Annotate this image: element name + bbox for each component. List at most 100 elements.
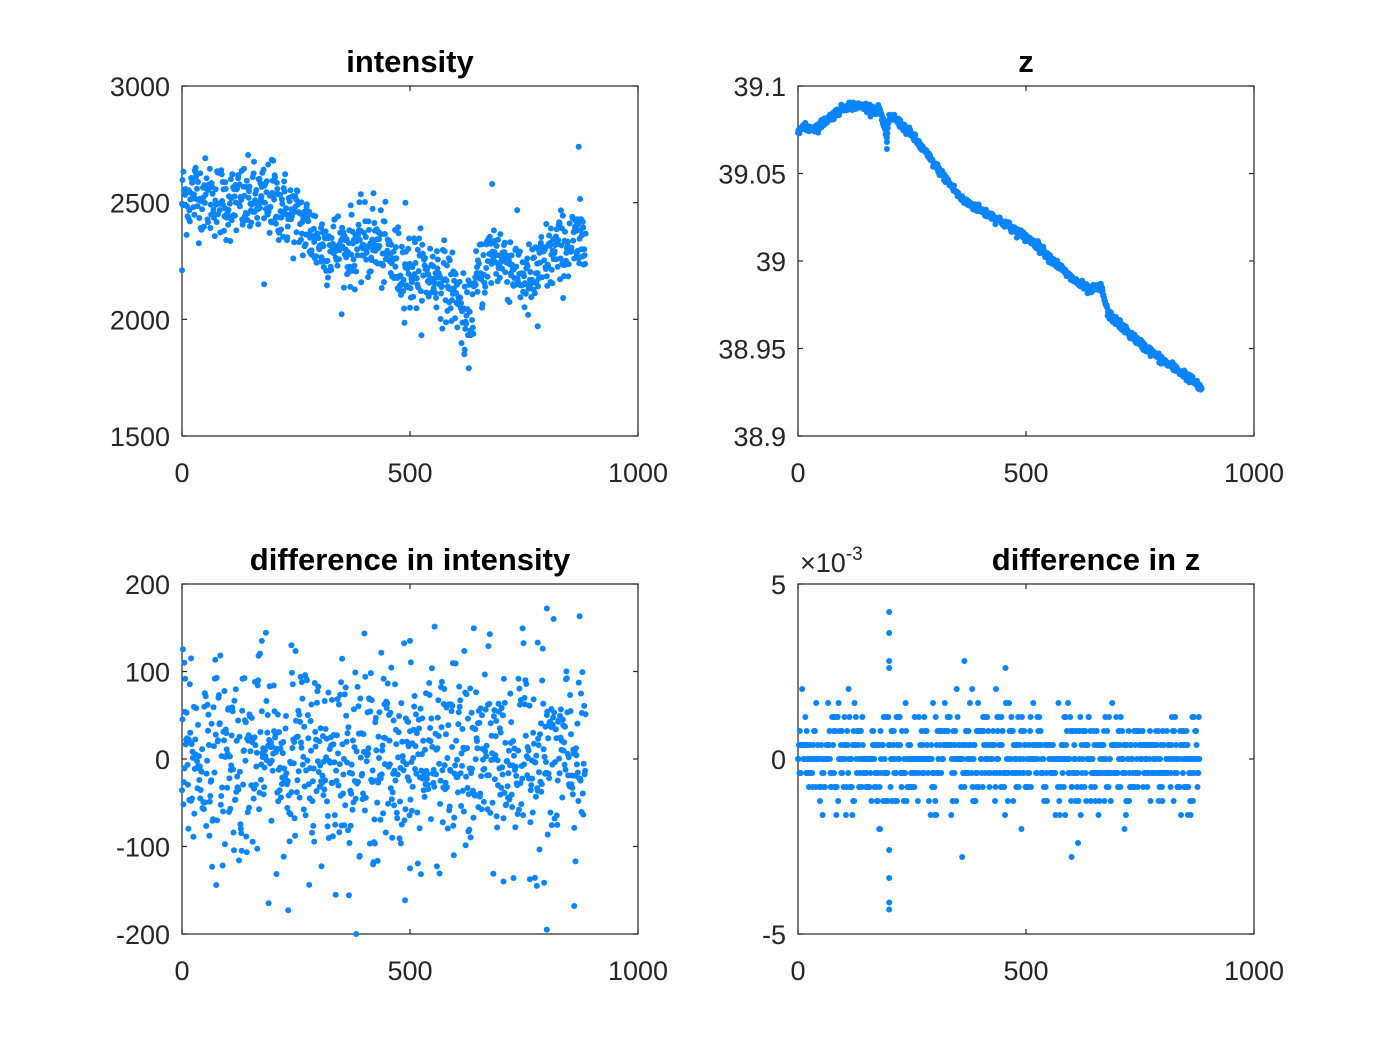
data-point [331,759,338,766]
data-point [492,733,499,740]
data-point [893,770,899,776]
data-point [385,800,392,807]
data-point [188,741,195,748]
data-point [476,719,483,726]
data-point [361,807,368,814]
data-point [1026,770,1033,776]
data-point [434,265,441,272]
data-point [332,891,339,898]
data-point [472,726,479,733]
data-point [1069,784,1076,790]
data-point [328,266,335,273]
data-point [992,798,998,804]
data-point [403,761,410,768]
data-point [846,714,853,720]
data-point [1193,742,1200,748]
data-point [1178,812,1184,818]
data-points [795,609,1203,913]
data-point [219,784,226,791]
data-point [521,701,528,708]
data-point [288,669,295,676]
data-point [307,718,314,724]
data-point [504,279,511,285]
data-point [809,770,816,776]
data-point [313,788,320,795]
data-point [797,770,804,776]
data-point [495,236,501,243]
data-point [554,263,561,270]
data-point [500,815,507,822]
data-point [362,673,369,680]
data-point [833,784,840,790]
data-point [360,731,367,738]
data-point [418,297,425,304]
data-point [411,703,418,710]
data-point [1116,742,1123,748]
data-point [1195,714,1202,720]
data-point [378,649,385,656]
data-point [567,708,574,715]
data-point [427,245,434,252]
data-point [355,232,361,238]
data-point [221,737,227,744]
data-point [525,747,532,754]
data-point [866,784,873,790]
data-point [232,796,239,803]
data-point [210,743,217,750]
data-point [504,757,511,764]
data-point [540,700,547,707]
data-point [834,714,841,720]
data-point [1067,714,1074,720]
data-point [330,223,337,230]
data-point [302,812,309,819]
data-point [479,301,486,308]
data-point [299,695,306,702]
data-point [243,849,250,856]
data-point [456,683,463,690]
data-point [994,728,1001,734]
data-point [480,252,487,258]
data-point [474,738,480,744]
data-point [1113,714,1120,720]
data-point [1008,714,1015,720]
data-point [402,806,409,813]
data-point [336,829,343,836]
data-point [1056,798,1063,804]
data-point [299,761,306,768]
y-tick-label: -200 [116,920,170,950]
data-point [296,794,303,801]
data-point [282,725,289,732]
data-point [317,725,324,732]
data-point [489,181,496,187]
data-point [217,652,224,659]
data-point [500,675,507,682]
data-point [451,814,458,821]
data-point [975,700,982,706]
data-point [196,777,203,783]
data-point [416,235,423,242]
data-point [188,655,195,662]
data-point [443,784,450,791]
data-point [498,784,505,791]
data-point [1125,728,1132,734]
data-point [269,767,276,774]
data-point [832,728,839,734]
data-point [235,717,242,724]
data-point [573,745,579,752]
data-point [245,152,252,158]
data-point [489,799,496,806]
data-point [286,198,293,205]
data-point [443,319,449,326]
data-point [441,248,448,255]
data-point [1054,257,1060,264]
data-point [1009,728,1016,734]
data-point [294,777,301,784]
data-point [192,164,199,171]
data-point [240,781,247,788]
data-point [199,746,206,753]
data-point [522,732,529,739]
data-point [256,806,263,813]
data-point [1042,784,1049,790]
data-point [380,810,387,817]
data-point [319,772,326,779]
